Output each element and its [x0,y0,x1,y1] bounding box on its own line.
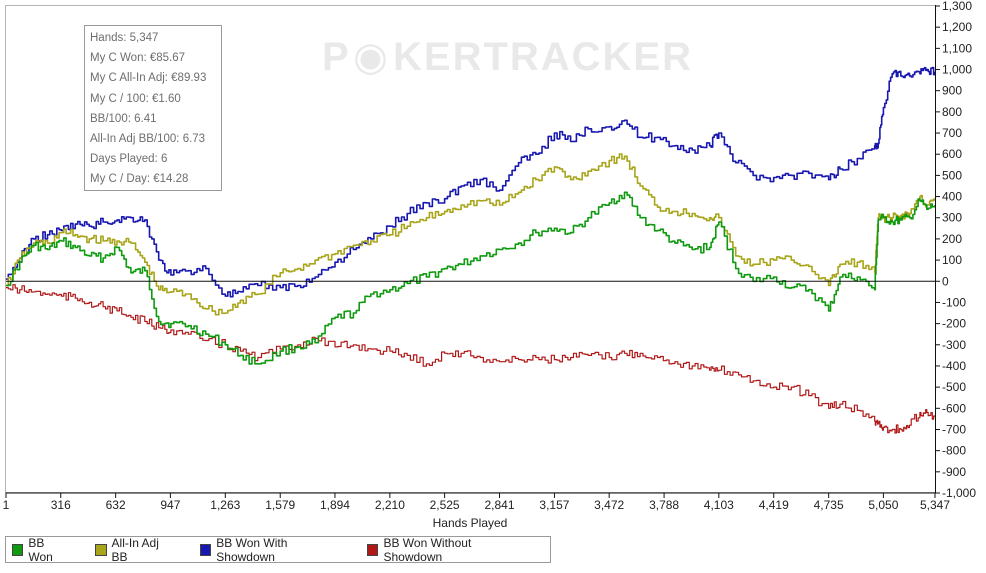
legend-swatch [95,543,107,556]
x-tick-label: 632 [106,498,126,512]
stat-my-c-won: My C Won: €85.67 [90,52,186,65]
watermark-chip-icon: ◉ [353,35,390,79]
watermark-right: KERTRACKER [393,35,693,79]
stat-all-in-adj: My C All-In Adj: €89.93 [90,72,207,85]
stat-c-per-day: My C / Day: €14.28 [90,173,189,186]
x-tick-label: 947 [160,498,180,512]
x-axis-ticks: 1 316 632 947 1,263 1,579 1,894 2,210 2,525 2,841… [3,493,950,512]
y-tick-label: 1,000 [942,63,972,77]
legend-swatch [12,543,24,556]
x-tick-label: 316 [51,498,71,512]
y-tick-label: 500 [942,168,962,182]
stat-bb-per-100: BB/100: 6.41 [90,112,157,125]
legend-label: BB Won [28,535,53,564]
y-tick-label: -1,000 [942,486,976,500]
y-tick-label: -100 [942,295,966,309]
x-tick-label: 1,579 [265,498,295,512]
x-tick-label: 3,788 [649,498,679,512]
y-tick-label: 900 [942,84,962,98]
y-tick-label: 0 [942,274,949,288]
y-tick-label: 100 [942,253,962,267]
series-line-3 [6,284,936,434]
y-tick-label: 600 [942,147,962,161]
legend-item-bb-won-with-showdown[interactable]: BB Won With Showdown [199,535,341,564]
series-line-2 [6,66,936,298]
legend-swatch [367,543,379,556]
legend-item-all-in-adj-bb[interactable]: All-In Adj BB [95,536,174,564]
y-tick-label: 400 [942,190,962,204]
x-tick-label: 4,103 [704,498,734,512]
legend-swatch [199,543,212,556]
legend: BB Won All-In Adj BB BB Won With Showdow… [5,535,551,564]
stat-all-in-adj-bb-per-100: All-In Adj BB/100: 6.73 [90,133,206,146]
x-tick-label: 1,263 [210,498,240,512]
y-tick-label: -300 [942,338,966,352]
x-tick-label: 5,347 [920,498,950,512]
y-tick-label: -800 [942,444,966,458]
series-line-1 [6,153,936,316]
y-tick-label: -700 [942,422,966,436]
x-tick-label: 4,419 [759,498,789,512]
x-tick-label: 3,472 [594,498,624,512]
x-tick-label: 2,525 [430,498,460,512]
x-tick-label: 2,841 [485,498,515,512]
stats-box: Hands: 5,347 My C Won: €85.67 My C All-I… [84,25,222,191]
x-tick-label: 4,735 [814,498,844,512]
series-lines [6,66,936,434]
stat-hands: Hands: 5,347 [90,32,159,44]
x-axis-title: Hands Played [433,516,508,530]
legend-label: BB Won Without Showdown [383,535,472,564]
y-tick-label: -200 [942,317,966,331]
y-tick-label: 1,300 [942,0,972,13]
x-tick-label: 1,894 [320,498,350,512]
y-tick-label: 1,100 [942,41,972,55]
y-tick-label: 1,200 [942,20,972,34]
legend-label: All-In Adj BB [111,535,159,564]
x-tick-label: 2,210 [375,498,405,512]
y-tick-label: 300 [942,211,962,225]
y-tick-label: 200 [942,232,962,246]
pokertracker-watermark: P ◉ KERTRACKER [322,35,693,79]
y-tick-label: -400 [942,359,966,373]
watermark-left: P [322,35,351,79]
legend-label: BB Won With Showdown [216,535,288,564]
y-axis-ticks: 1,300 1,200 1,100 1,000 900 800 700 600 500 400 30… [935,0,976,500]
x-tick-label: 5,050 [868,498,898,512]
y-tick-label: -600 [942,401,966,415]
x-tick-label: 1 [3,498,10,512]
y-tick-label: -500 [942,380,966,394]
legend-item-bb-won[interactable]: BB Won [12,536,69,564]
stat-c-per-100: My C / 100: €1.60 [90,92,181,105]
y-tick-label: 800 [942,105,962,119]
x-tick-label: 3,157 [539,498,569,512]
stat-days-played: Days Played: 6 [90,153,168,166]
series-line-0 [6,191,936,365]
y-tick-label: 700 [942,126,962,140]
legend-item-bb-won-without-showdown[interactable]: BB Won Without Showdown [367,536,524,564]
y-tick-label: -900 [942,465,966,479]
